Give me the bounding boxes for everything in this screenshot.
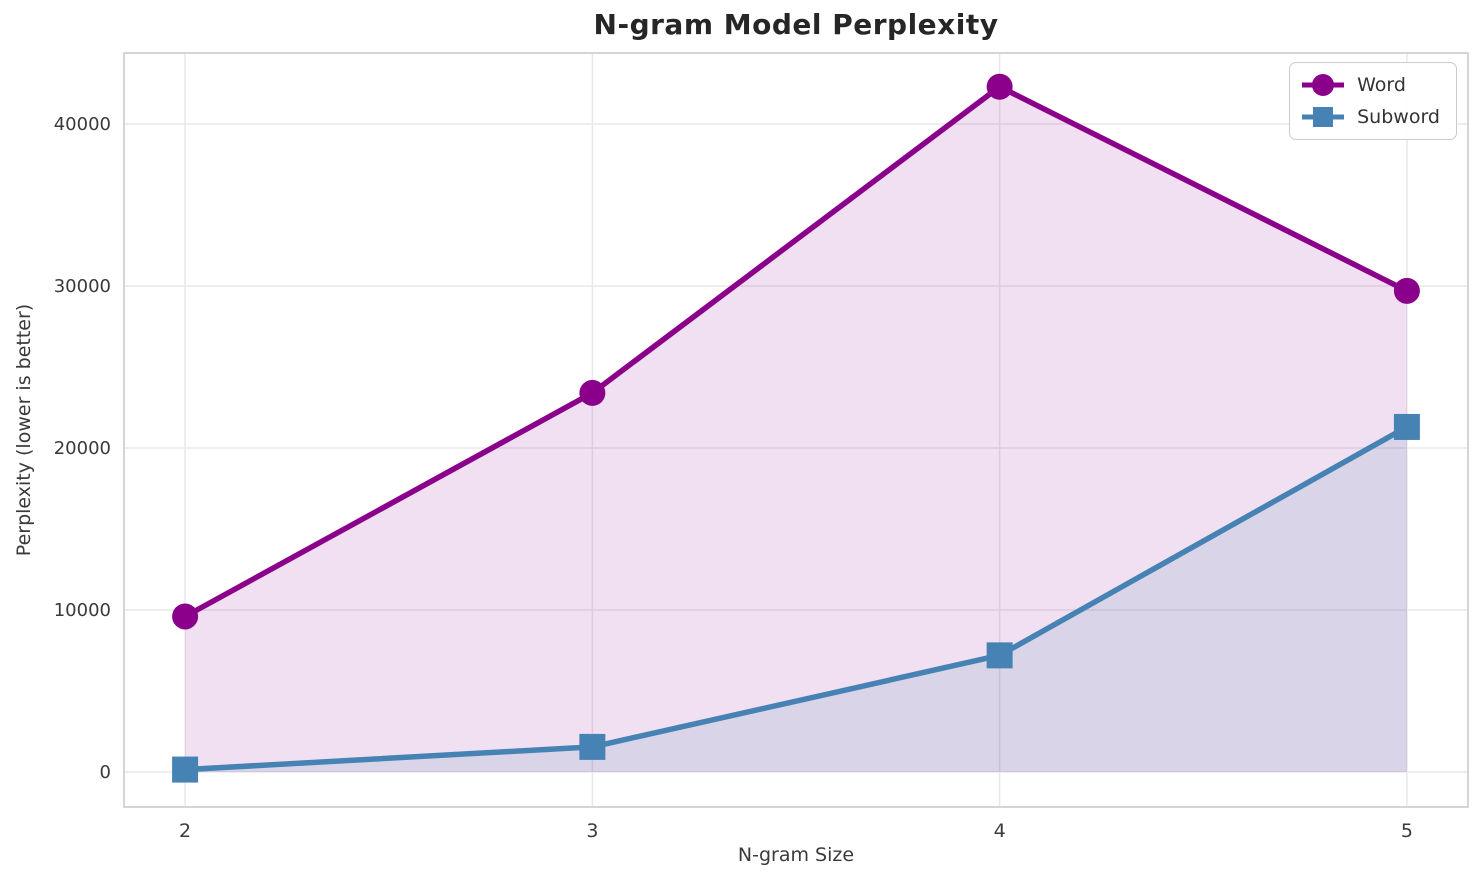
subword-marker-square bbox=[986, 642, 1013, 669]
word-marker-circle bbox=[172, 603, 199, 630]
subword-marker-square bbox=[579, 733, 606, 760]
x-tick-label: 5 bbox=[1401, 820, 1413, 842]
x-axis-label: N-gram Size bbox=[737, 844, 855, 866]
word-marker-circle bbox=[986, 73, 1013, 100]
subword-area-fill bbox=[185, 426, 1407, 773]
legend: Word Subword bbox=[1289, 62, 1457, 140]
legend-label-word: Word bbox=[1357, 74, 1406, 96]
word-marker-circle bbox=[579, 379, 606, 406]
x-tick-label: 4 bbox=[994, 820, 1006, 842]
y-tick-label: 40000 bbox=[54, 114, 111, 135]
y-tick-label: 30000 bbox=[54, 276, 111, 297]
axes-spines bbox=[123, 52, 1469, 808]
word-line bbox=[182, 83, 1410, 620]
x-tick-label: 2 bbox=[179, 820, 191, 842]
legend-label-subword: Subword bbox=[1357, 106, 1440, 128]
y-axis-label: Perplexity (lower is better) bbox=[13, 303, 35, 557]
subword-line-square-marker-icon bbox=[1302, 107, 1345, 127]
legend-item-subword: Subword bbox=[1301, 102, 1440, 132]
y-tick-label: 20000 bbox=[54, 438, 111, 459]
word-marker-circle bbox=[1393, 277, 1420, 304]
y-tick-label: 0 bbox=[100, 762, 111, 783]
subword-line bbox=[182, 424, 1410, 773]
chart-title: N-gram Model Perplexity bbox=[593, 8, 999, 41]
x-tick-label: 3 bbox=[586, 820, 598, 842]
subword-marker-square bbox=[1393, 413, 1420, 440]
y-tick-label: 10000 bbox=[54, 600, 111, 621]
legend-item-word: Word bbox=[1301, 70, 1440, 100]
subword-marker-square bbox=[172, 756, 199, 783]
word-line-circle-marker-icon bbox=[1302, 74, 1345, 96]
